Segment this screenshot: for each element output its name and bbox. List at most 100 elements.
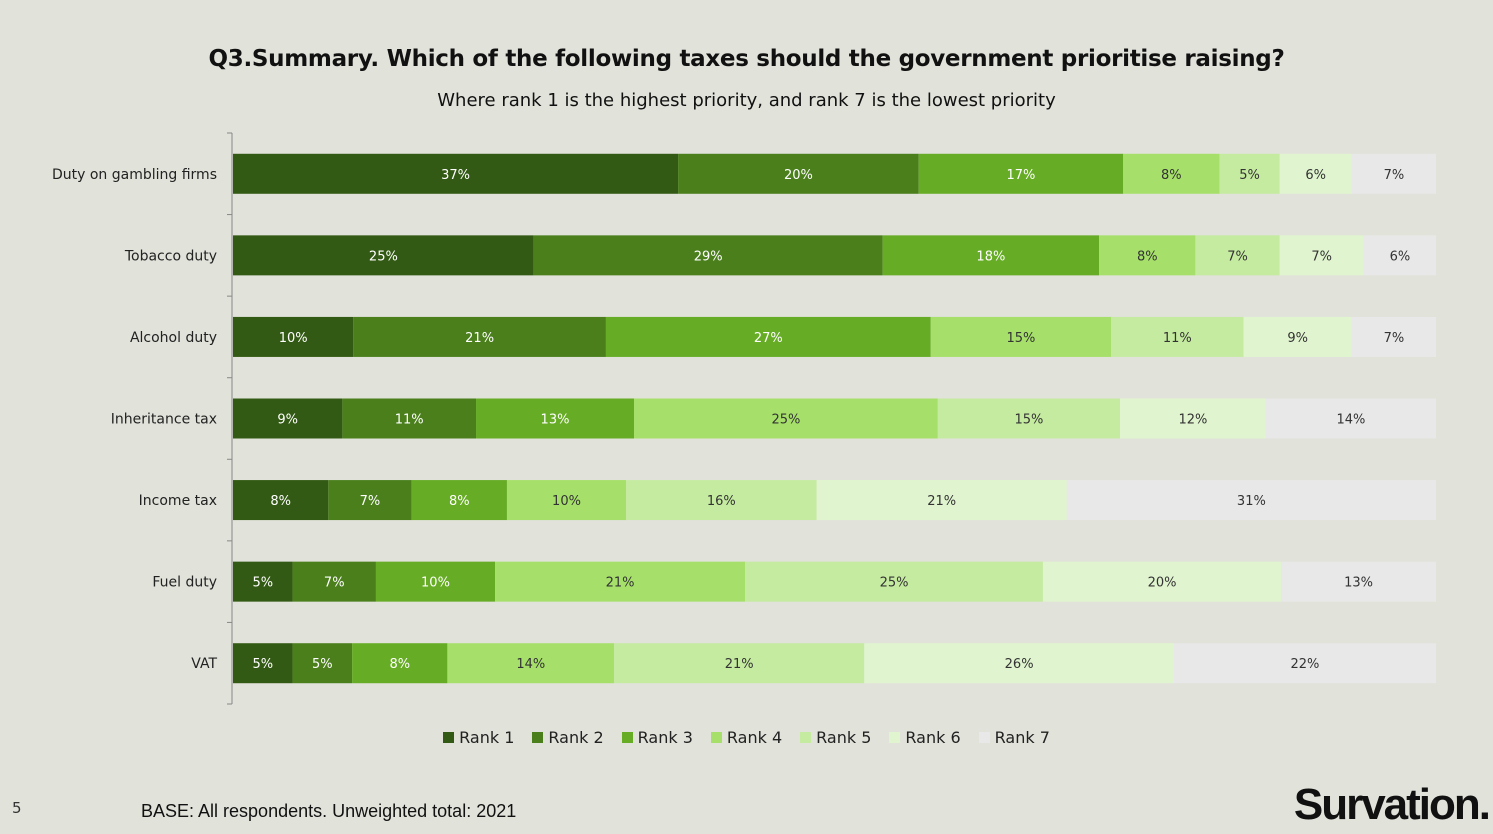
legend-swatch <box>978 732 990 743</box>
data-label: 13% <box>1344 576 1373 591</box>
data-label: 8% <box>1161 168 1182 183</box>
data-label: 20% <box>1148 576 1177 591</box>
bar-segment <box>1195 235 1280 276</box>
data-label: 6% <box>1390 249 1411 264</box>
bar-segment <box>292 643 353 684</box>
data-label: 13% <box>541 413 570 428</box>
data-label: 5% <box>1239 168 1260 183</box>
legend-swatch <box>621 732 633 743</box>
legend-item: Rank 5 <box>800 728 871 747</box>
bar-segment <box>1111 316 1244 357</box>
data-label: 5% <box>252 657 273 672</box>
data-label: 7% <box>360 494 381 509</box>
data-label: 7% <box>1227 249 1248 264</box>
bar-segment <box>375 561 496 602</box>
bar-segment <box>1219 153 1280 194</box>
legend-item: Rank 1 <box>443 728 514 747</box>
category-label: Fuel duty <box>152 575 217 591</box>
legend-swatch <box>532 732 544 743</box>
data-label: 17% <box>1007 168 1036 183</box>
data-label: 10% <box>279 331 308 346</box>
category-label: VAT <box>191 656 217 672</box>
legend-swatch <box>710 732 722 743</box>
bar-segment <box>447 643 615 684</box>
data-label: 10% <box>421 576 450 591</box>
bar-segment <box>328 480 412 521</box>
bar-segment <box>1279 235 1364 276</box>
bar-segment <box>1066 480 1436 521</box>
data-label: 7% <box>1311 249 1332 264</box>
bar-segment <box>626 480 817 521</box>
bar-segment <box>292 561 376 602</box>
data-label: 7% <box>1384 331 1405 346</box>
data-label: 18% <box>976 249 1005 264</box>
data-label: 14% <box>516 657 545 672</box>
legend-label: Rank 1 <box>459 728 515 747</box>
bar-segment <box>918 153 1124 194</box>
bar-segment <box>1281 561 1436 602</box>
bar-segment <box>937 398 1121 439</box>
legend: Rank 1 Rank 2 Rank 3 Rank 4 Rank 5 Rank 6 Rank… <box>0 728 1493 747</box>
bar-segment <box>1351 153 1436 194</box>
data-label: 9% <box>1287 331 1308 346</box>
bar-segment <box>342 398 477 439</box>
legend-item: Rank 7 <box>978 728 1050 747</box>
bar-segment <box>605 316 931 357</box>
category-label: Income tax <box>139 493 217 509</box>
bar-segment <box>930 316 1112 357</box>
bar-segment <box>1265 398 1436 439</box>
bar-segment <box>816 480 1067 521</box>
data-label: 15% <box>1007 331 1036 346</box>
data-label: 15% <box>1014 413 1043 428</box>
data-label: 8% <box>449 494 470 509</box>
data-label: 8% <box>389 657 410 672</box>
bar-segment <box>233 398 343 439</box>
data-label: 27% <box>754 331 783 346</box>
data-label: 25% <box>771 413 800 428</box>
survation-logo: Survation. <box>1293 780 1491 829</box>
bar-segment <box>476 398 634 439</box>
data-label: 21% <box>725 657 754 672</box>
legend-item: Rank 3 <box>621 728 693 747</box>
bar-segment <box>233 235 534 276</box>
legend-label: Rank 3 <box>637 728 693 747</box>
data-label: 25% <box>369 249 398 264</box>
bar-segment <box>864 643 1174 684</box>
data-label: 21% <box>927 494 956 509</box>
bar-segment <box>1120 398 1266 439</box>
data-label: 21% <box>465 331 494 346</box>
data-label: 11% <box>395 413 424 428</box>
bar-segment <box>1279 153 1352 194</box>
data-label: 9% <box>277 413 298 428</box>
data-label: 10% <box>552 494 581 509</box>
bar-segment <box>1243 316 1352 357</box>
base-note: BASE: All respondents. Unweighted total:… <box>141 801 517 821</box>
legend-swatch <box>889 732 901 743</box>
data-label: 20% <box>784 168 813 183</box>
legend-item: Rank 4 <box>710 728 782 747</box>
chart-title: Q3.Summary. Which of the following taxes… <box>208 46 1285 72</box>
bar-segment <box>1042 561 1282 602</box>
data-label: 37% <box>441 168 470 183</box>
data-label: 21% <box>606 576 635 591</box>
data-label: 7% <box>1384 168 1405 183</box>
bar-segment <box>411 480 507 521</box>
bar-segment <box>353 316 606 357</box>
bar-segment <box>233 561 293 602</box>
bar-segment <box>1099 235 1196 276</box>
bar-segment <box>634 398 938 439</box>
bar-segment <box>233 153 679 194</box>
legend-item: Rank 2 <box>532 728 604 747</box>
legend-label: Rank 6 <box>905 728 961 747</box>
bar-segment <box>882 235 1100 276</box>
legend-swatch <box>443 732 455 743</box>
bar-segment <box>233 480 329 521</box>
bar-segment <box>1123 153 1220 194</box>
category-label: Inheritance tax <box>111 412 217 428</box>
legend-label: Rank 7 <box>994 728 1050 747</box>
data-label: 8% <box>270 494 291 509</box>
bar-segment <box>1173 643 1436 684</box>
bar-segment <box>614 643 865 684</box>
data-label: 8% <box>1137 249 1158 264</box>
